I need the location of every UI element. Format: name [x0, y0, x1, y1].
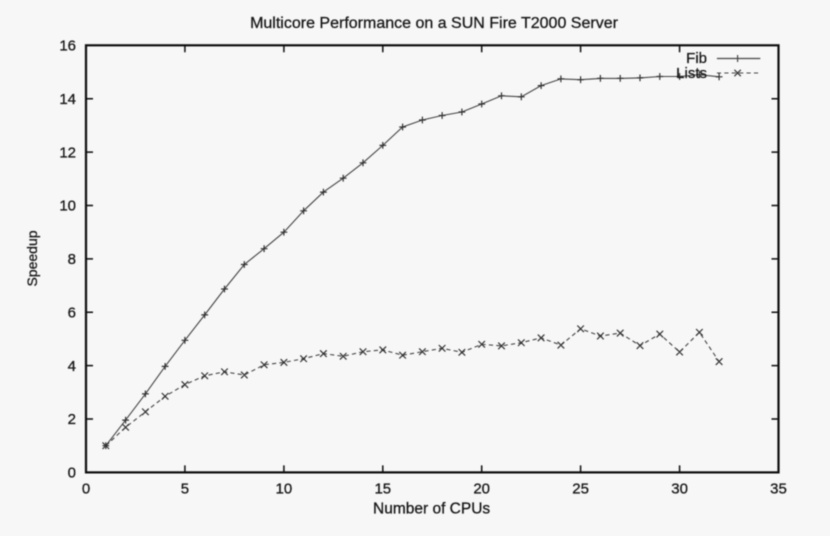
svg-text:14: 14	[59, 91, 76, 108]
svg-text:0: 0	[68, 465, 76, 482]
svg-text:Speedup: Speedup	[24, 230, 40, 286]
svg-text:12: 12	[59, 144, 76, 161]
svg-text:Multicore Performance on a SUN: Multicore Performance on a SUN Fire T200…	[250, 15, 619, 32]
svg-text:8: 8	[68, 251, 76, 268]
svg-text:20: 20	[473, 481, 490, 498]
svg-text:15: 15	[374, 481, 391, 498]
svg-text:30: 30	[671, 481, 688, 498]
svg-text:6: 6	[68, 304, 76, 321]
svg-text:5: 5	[181, 481, 189, 498]
svg-text:Number of CPUs: Number of CPUs	[373, 501, 490, 518]
svg-text:2: 2	[68, 411, 76, 428]
svg-text:35: 35	[770, 481, 787, 498]
svg-text:10: 10	[59, 198, 76, 215]
svg-text:16: 16	[59, 38, 76, 55]
svg-text:10: 10	[276, 481, 293, 498]
svg-text:0: 0	[82, 481, 90, 498]
svg-text:4: 4	[68, 358, 76, 375]
svg-text:25: 25	[572, 481, 589, 498]
svg-text:Fib: Fib	[686, 50, 707, 67]
svg-text:Lists: Lists	[676, 65, 707, 82]
